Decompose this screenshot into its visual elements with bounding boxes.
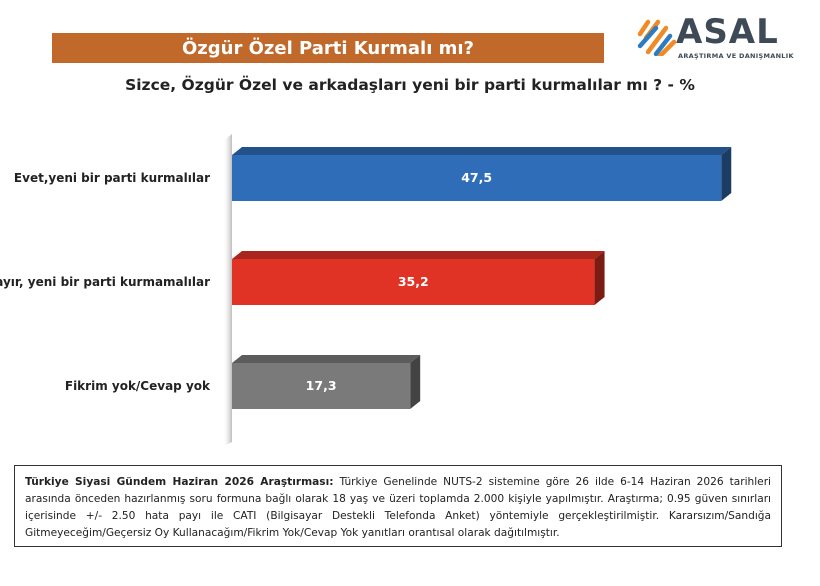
methodology-footnote: Türkiye Siyasi Gündem Haziran 2026 Araşt… xyxy=(14,465,782,547)
value-label-1: 35,2 xyxy=(398,274,429,289)
bar-top-2 xyxy=(232,355,421,363)
logo-stroke-0 xyxy=(637,19,651,37)
bar-side-0 xyxy=(721,147,732,201)
axis-wall xyxy=(224,134,232,446)
chart-title: Özgür Özel Parti Kurmalı mı? xyxy=(181,37,475,59)
logo-word: ASAL xyxy=(676,12,779,52)
chart-title-banner: Özgür Özel Parti Kurmalı mı? xyxy=(52,33,604,63)
category-label-2: Fikrim yok/Cevap yok xyxy=(65,379,211,393)
value-label-0: 47,5 xyxy=(461,170,492,185)
logo-tagline: ARAŞTIRMA VE DANIŞMANLIK xyxy=(678,52,794,60)
logo-stroke-5 xyxy=(657,39,676,56)
logo-stroke-2 xyxy=(637,25,659,49)
bar-top-0 xyxy=(232,147,732,155)
bar-2 xyxy=(232,363,411,409)
chart-subtitle: Sizce, Özgür Özel ve arkadaşları yeni bi… xyxy=(125,76,695,94)
bar-side-1 xyxy=(594,251,605,305)
logo-mark-icon xyxy=(637,19,676,56)
category-label-0: Evet,yeni bir parti kurmalılar xyxy=(14,171,210,185)
footnote-text: Türkiye Genelinde NUTS-2 sistemine göre … xyxy=(25,476,771,539)
bar-0 xyxy=(232,155,722,201)
asal-logo: ASAL ARAŞTIRMA VE DANIŞMANLIK xyxy=(636,12,796,64)
footnote-title: Türkiye Siyasi Gündem Haziran 2026 Araşt… xyxy=(25,476,334,488)
logo-stroke-4 xyxy=(653,33,673,56)
category-label-1: Hayır, yeni bir parti kurmamalılar xyxy=(0,275,210,289)
bar-chart: 47,5 Evet,yeni bir parti kurmalılar 35,2 Ha… xyxy=(0,134,732,446)
bar-1 xyxy=(232,259,595,305)
bar-side-2 xyxy=(410,355,421,409)
logo-stroke-3 xyxy=(645,25,669,55)
bar-top-1 xyxy=(232,251,605,259)
value-label-2: 17,3 xyxy=(306,378,337,393)
